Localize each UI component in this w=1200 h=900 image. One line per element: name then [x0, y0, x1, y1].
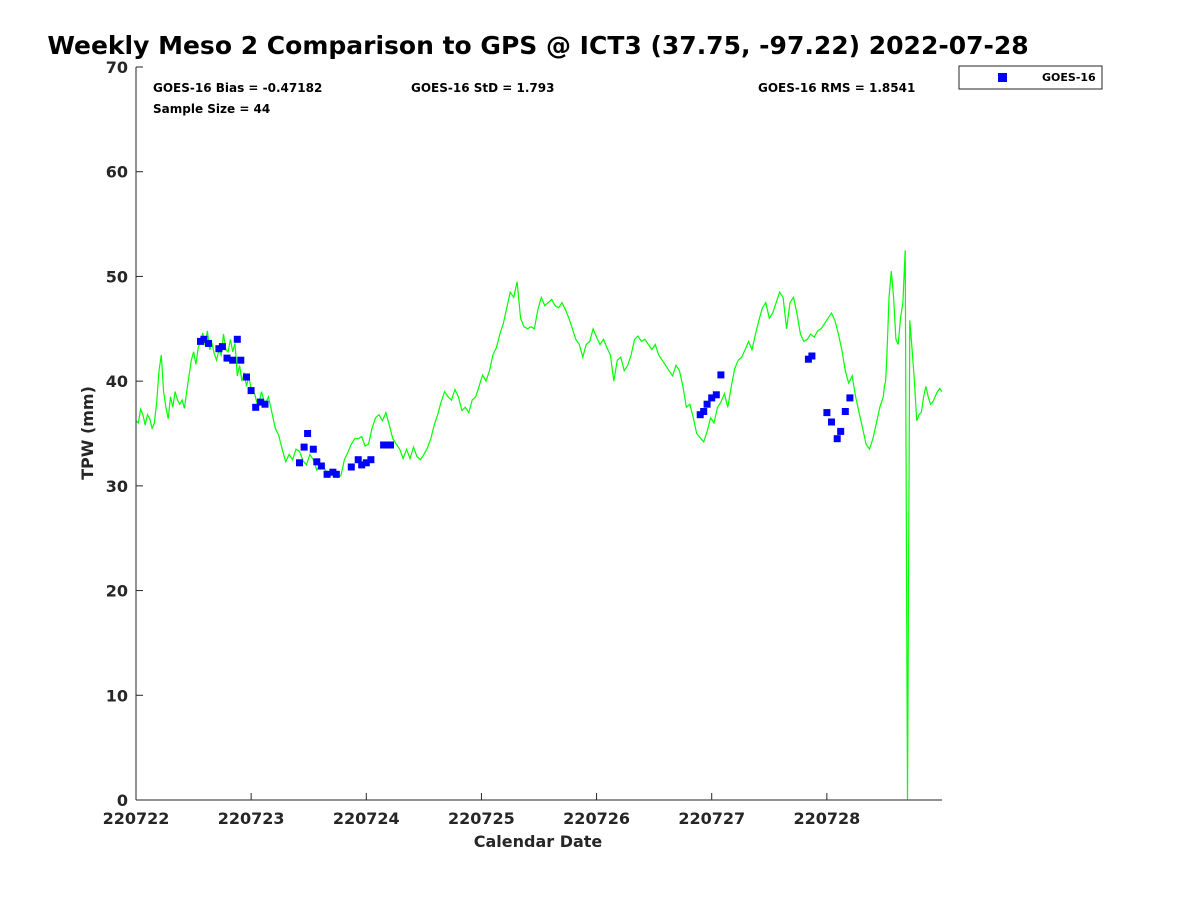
x-tick-label: 220727	[678, 809, 745, 828]
goes16-point	[700, 408, 708, 415]
goes16-point	[233, 335, 241, 343]
stat-std: GOES-16 StD = 1.793	[411, 81, 554, 95]
goes16-point	[229, 356, 237, 364]
goes16-point	[309, 445, 317, 453]
goes16-point	[300, 443, 308, 451]
stat-rms: GOES-16 RMS = 1.8541	[758, 81, 915, 95]
goes16-point	[243, 373, 250, 381]
goes16-point	[828, 418, 835, 426]
goes16-point	[837, 427, 845, 435]
y-tick-label: 30	[106, 477, 128, 496]
goes16-point	[846, 394, 854, 402]
y-tick-label: 60	[106, 163, 128, 182]
goes16-point	[808, 352, 816, 360]
goes16-point	[833, 435, 841, 443]
goes16-point	[362, 459, 370, 467]
x-tick-label: 220723	[218, 809, 285, 828]
x-tick-label: 220722	[103, 809, 170, 828]
goes16-point	[200, 335, 208, 343]
goes16-point	[841, 408, 849, 415]
y-tick-label: 50	[106, 267, 128, 286]
goes16-point	[347, 463, 355, 471]
y-tick-label: 40	[106, 372, 128, 391]
goes16-point	[317, 462, 325, 470]
legend: GOES-16	[958, 65, 1103, 90]
goes16-point	[261, 400, 269, 408]
x-tick-label: 220724	[333, 809, 400, 828]
goes16-point	[247, 387, 255, 395]
x-axis-label: Calendar Date	[474, 832, 603, 851]
goes16-point	[823, 409, 831, 417]
goes16-point	[717, 371, 725, 379]
goes16-point	[205, 339, 212, 347]
goes16-point	[703, 400, 711, 408]
plot-area	[136, 67, 942, 800]
goes16-point	[332, 470, 340, 478]
goes16-point	[296, 459, 303, 467]
stat-sample-size: Sample Size = 44	[153, 102, 270, 116]
goes16-point	[218, 343, 226, 351]
x-tick-label: 220728	[793, 809, 860, 828]
goes16-point	[256, 398, 264, 406]
y-tick-label: 20	[106, 582, 128, 601]
x-tick-label: 220725	[448, 809, 515, 828]
goes16-point	[304, 430, 312, 437]
legend-label-goes16: GOES-16	[1042, 71, 1096, 84]
stat-bias: GOES-16 Bias = -0.47182	[153, 81, 322, 95]
x-tick-label: 220726	[563, 809, 630, 828]
goes16-point	[387, 441, 394, 449]
goes16-point	[252, 403, 260, 411]
chart-title: Weekly Meso 2 Comparison to GPS @ ICT3 (…	[47, 31, 1028, 60]
goes16-point	[367, 456, 375, 464]
goes16-point	[354, 456, 362, 464]
goes16-point	[358, 461, 366, 469]
y-tick-label: 70	[106, 58, 128, 77]
y-tick-label: 0	[117, 791, 128, 810]
goes16-point	[237, 356, 245, 364]
goes16-point	[223, 354, 231, 362]
ticks-layer: 0 10 20 30 40 50 60 70 220722 220723 220724 220725 2…	[103, 58, 861, 828]
y-axis-label: TPW (mm)	[78, 386, 97, 480]
legend-marker-goes16	[998, 73, 1007, 82]
goes16-point	[712, 391, 720, 399]
series-layer	[135, 250, 943, 801]
y-tick-label: 10	[106, 686, 128, 705]
legend-box	[958, 65, 1103, 90]
goes16-point	[313, 458, 321, 466]
goes16-point	[708, 394, 716, 402]
goes16-point	[323, 470, 331, 478]
axes-layer	[135, 67, 942, 801]
